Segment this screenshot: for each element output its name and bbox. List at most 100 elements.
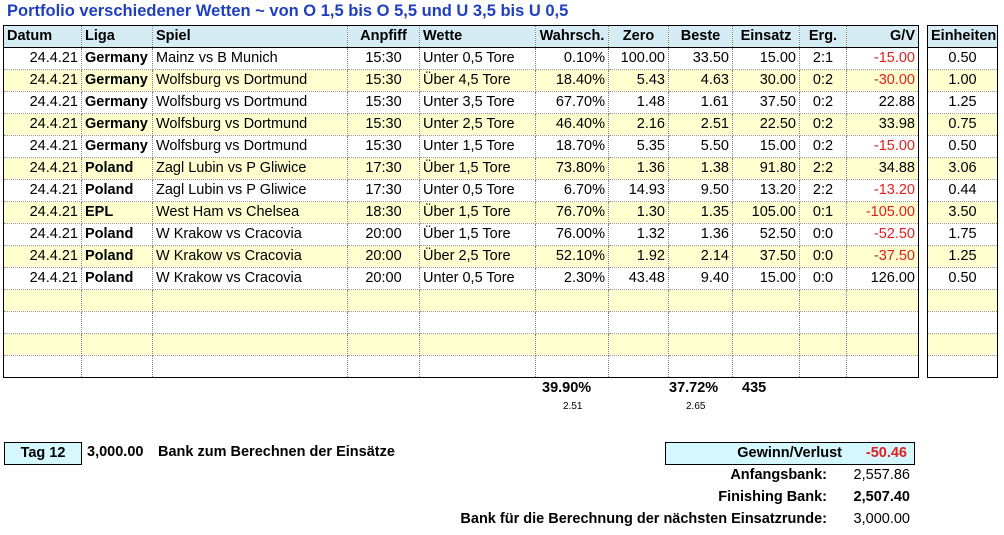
cell-gv: -105.00 bbox=[846, 201, 919, 224]
table-row: 24.4.21 Poland W Krakow vs Cracovia 20:00 Un… bbox=[3, 267, 919, 290]
cell-anpfiff: 15:30 bbox=[347, 69, 420, 92]
cell-gv bbox=[846, 333, 919, 356]
cell-einsatz: 15.00 bbox=[732, 135, 800, 158]
cell-einsatz bbox=[732, 333, 800, 356]
units-row bbox=[927, 289, 998, 312]
cell-erg: 0:0 bbox=[799, 267, 847, 290]
cell-spiel bbox=[152, 355, 348, 378]
cell-einsatz: 30.00 bbox=[732, 69, 800, 92]
cell-datum: 24.4.21 bbox=[3, 91, 82, 114]
header-gv: G/V bbox=[846, 25, 919, 48]
cell-wahrsch: 52.10% bbox=[535, 245, 609, 268]
cell-beste: 2.51 bbox=[668, 113, 733, 136]
bets-table: Datum Liga Spiel Anpfiff Wette Wahrsch. … bbox=[3, 25, 919, 378]
header-datum: Datum bbox=[3, 25, 82, 48]
cell-datum bbox=[3, 289, 82, 312]
header-spiel: Spiel bbox=[152, 25, 348, 48]
units-row bbox=[927, 333, 998, 356]
cell-gv: 126.00 bbox=[846, 267, 919, 290]
day-tag: Tag 12 bbox=[4, 442, 82, 465]
cell-beste bbox=[668, 311, 733, 334]
cell-wette bbox=[419, 311, 536, 334]
cell-wette bbox=[419, 333, 536, 356]
cell-liga: EPL bbox=[81, 201, 153, 224]
cell-wette: Über 1,5 Tore bbox=[419, 201, 536, 224]
cell-beste: 9.50 bbox=[668, 179, 733, 202]
cell-liga: Poland bbox=[81, 223, 153, 246]
cell-wette: Unter 0,5 Tore bbox=[419, 267, 536, 290]
cell-einheiten bbox=[927, 333, 998, 356]
cell-gv: 33.98 bbox=[846, 113, 919, 136]
cell-datum: 24.4.21 bbox=[3, 135, 82, 158]
cell-anpfiff: 18:30 bbox=[347, 201, 420, 224]
cell-erg bbox=[799, 289, 847, 312]
cell-einsatz: 91.80 bbox=[732, 157, 800, 180]
cell-wahrsch: 2.30% bbox=[535, 267, 609, 290]
header-zero: Zero bbox=[608, 25, 669, 48]
cell-erg: 0:1 bbox=[799, 201, 847, 224]
beste-sub-value: 2.65 bbox=[686, 401, 706, 412]
einsatz-total: 435 bbox=[742, 380, 767, 396]
cell-einheiten: 0.50 bbox=[927, 135, 998, 158]
cell-datum bbox=[3, 311, 82, 334]
anfangsbank-label: Anfangsbank: bbox=[730, 467, 827, 483]
cell-wahrsch: 76.70% bbox=[535, 201, 609, 224]
cell-spiel: W Krakow vs Cracovia bbox=[152, 267, 348, 290]
cell-liga bbox=[81, 289, 153, 312]
cell-datum: 24.4.21 bbox=[3, 267, 82, 290]
cell-gv: -52.50 bbox=[846, 223, 919, 246]
profit-loss-label: Gewinn/Verlust bbox=[737, 445, 842, 461]
cell-gv: 22.88 bbox=[846, 91, 919, 114]
cell-spiel: W Krakow vs Cracovia bbox=[152, 245, 348, 268]
cell-liga: Germany bbox=[81, 69, 153, 92]
profit-loss-value: -50.46 bbox=[865, 445, 907, 461]
cell-spiel: Zagl Lubin vs P Gliwice bbox=[152, 157, 348, 180]
cell-einsatz bbox=[732, 311, 800, 334]
bank-amount: 3,000.00 bbox=[87, 444, 144, 460]
cell-liga: Germany bbox=[81, 113, 153, 136]
cell-anpfiff: 17:30 bbox=[347, 157, 420, 180]
cell-wahrsch: 0.10% bbox=[535, 47, 609, 70]
cell-zero: 100.00 bbox=[608, 47, 669, 70]
cell-zero: 1.92 bbox=[608, 245, 669, 268]
table-row: 24.4.21 Poland W Krakow vs Cracovia 20:00 Üb… bbox=[3, 245, 919, 268]
cell-wahrsch: 6.70% bbox=[535, 179, 609, 202]
next-round-bank-label: Bank für die Berechnung der nächsten Ein… bbox=[460, 511, 827, 527]
cell-liga bbox=[81, 311, 153, 334]
cell-einheiten: 0.50 bbox=[927, 47, 998, 70]
beste-average: 37.72% bbox=[669, 380, 719, 396]
cell-einheiten: 1.00 bbox=[927, 69, 998, 92]
cell-wette: Über 4,5 Tore bbox=[419, 69, 536, 92]
cell-zero: 1.36 bbox=[608, 157, 669, 180]
anfangsbank-value: 2,557.86 bbox=[853, 467, 910, 483]
cell-beste: 1.61 bbox=[668, 91, 733, 114]
cell-beste: 9.40 bbox=[668, 267, 733, 290]
bank-description: Bank zum Berechnen der Einsätze bbox=[158, 444, 395, 460]
header-einsatz: Einsatz bbox=[732, 25, 800, 48]
cell-spiel: Mainz vs B Munich bbox=[152, 47, 348, 70]
cell-einheiten: 3.06 bbox=[927, 157, 998, 180]
cell-einsatz: 52.50 bbox=[732, 223, 800, 246]
table-header-row: Datum Liga Spiel Anpfiff Wette Wahrsch. … bbox=[3, 25, 919, 48]
header-anpfiff: Anpfiff bbox=[347, 25, 420, 48]
cell-beste bbox=[668, 333, 733, 356]
cell-liga: Poland bbox=[81, 267, 153, 290]
table-row: 24.4.21 Germany Wolfsburg vs Dortmund 15:30… bbox=[3, 135, 919, 158]
cell-einheiten: 1.75 bbox=[927, 223, 998, 246]
units-row bbox=[927, 311, 998, 334]
units-row: 0.75 bbox=[927, 113, 998, 136]
units-row: 3.50 bbox=[927, 201, 998, 224]
units-row: 1.25 bbox=[927, 245, 998, 268]
cell-gv bbox=[846, 355, 919, 378]
wahrsch-average: 39.90% bbox=[542, 380, 592, 396]
cell-gv bbox=[846, 289, 919, 312]
cell-spiel bbox=[152, 311, 348, 334]
table-row: 24.4.21 Poland Zagl Lubin vs P Gliwice 17:3… bbox=[3, 157, 919, 180]
header-wette: Wette bbox=[419, 25, 536, 48]
cell-einsatz: 37.50 bbox=[732, 245, 800, 268]
cell-datum: 24.4.21 bbox=[3, 223, 82, 246]
header-wahrsch: Wahrsch. bbox=[535, 25, 609, 48]
cell-datum bbox=[3, 355, 82, 378]
units-row: 0.50 bbox=[927, 267, 998, 290]
header-erg: Erg. bbox=[799, 25, 847, 48]
